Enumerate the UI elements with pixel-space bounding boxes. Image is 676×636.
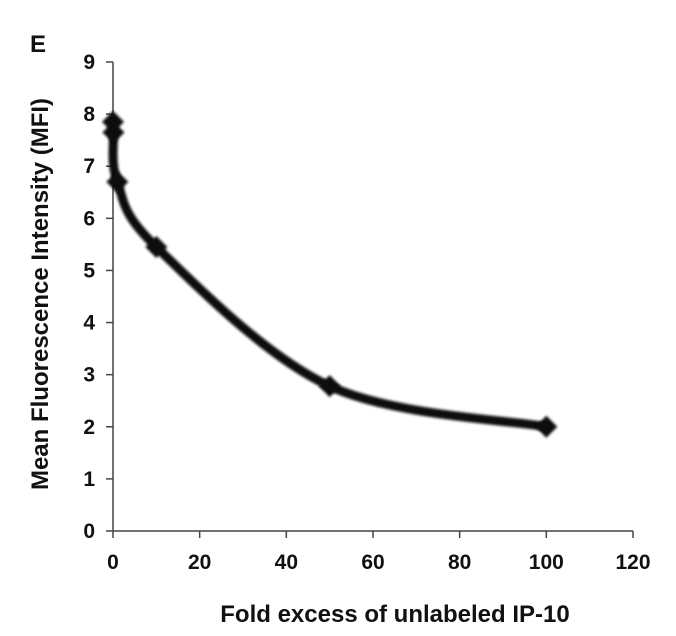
x-tick-label: 20	[188, 551, 211, 574]
data-point-marker	[106, 170, 129, 193]
x-axis: 0 20 40 60 80 100 120	[107, 530, 651, 574]
y-tick-label: 9	[83, 51, 95, 74]
x-tick-label: 120	[615, 551, 650, 574]
data-point-marker	[535, 415, 558, 438]
y-tick-label: 0	[83, 520, 95, 543]
y-tick-label: 6	[83, 207, 95, 230]
y-tick-label: 3	[83, 364, 95, 387]
y-axis-title: Mean Fluorescence Intensity (MFI)	[27, 98, 54, 490]
panel-label: E	[30, 31, 46, 58]
x-tick-label: 100	[529, 551, 564, 574]
data-point-marker	[102, 121, 125, 144]
y-tick-label: 1	[83, 468, 95, 491]
y-tick-label: 5	[83, 259, 95, 282]
data-point-marker	[145, 235, 168, 258]
x-tick-label: 0	[107, 551, 119, 574]
y-tick-label: 7	[83, 155, 95, 178]
x-axis-title: Fold excess of unlabeled IP-10	[220, 601, 569, 628]
y-axis: 0 1 2 3 4 5 6 7 8 9	[83, 51, 114, 543]
y-tick-label: 4	[83, 312, 95, 335]
series-layer	[102, 110, 558, 438]
x-tick-label: 80	[448, 551, 471, 574]
x-tick-label: 60	[361, 551, 384, 574]
x-tick-label: 40	[275, 551, 298, 574]
y-tick-label: 8	[83, 103, 95, 126]
y-tick-label: 2	[83, 416, 95, 439]
data-point-marker	[318, 375, 341, 398]
